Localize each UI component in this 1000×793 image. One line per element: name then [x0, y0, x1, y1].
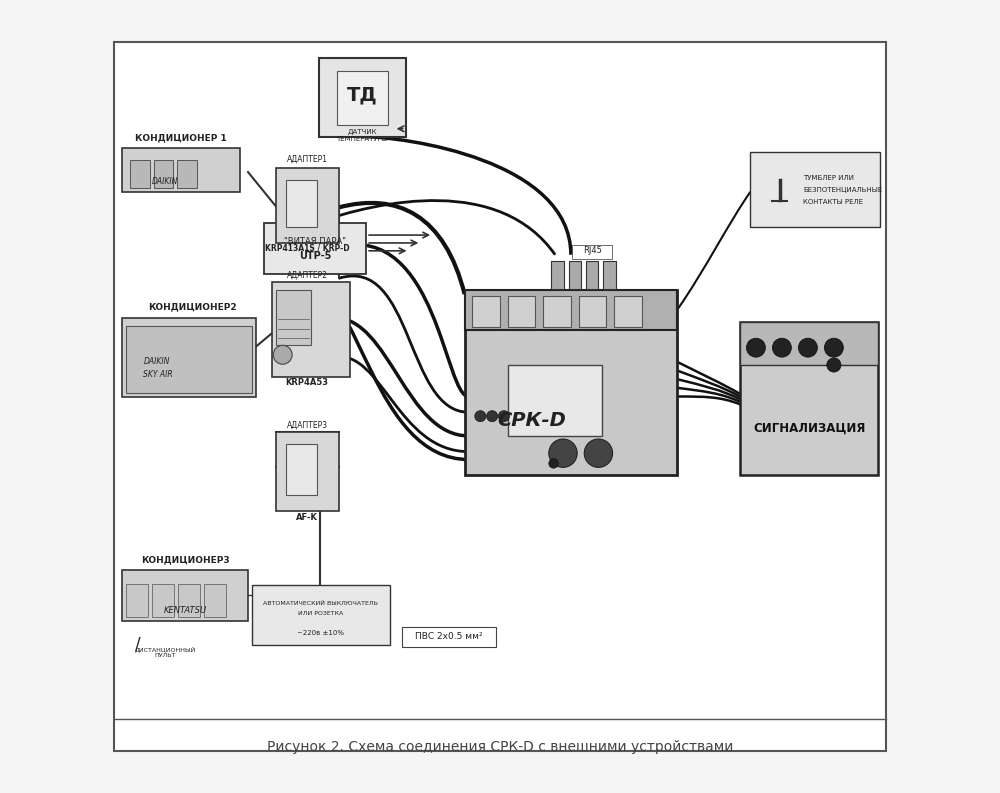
- Bar: [586, 261, 598, 289]
- Circle shape: [273, 345, 292, 364]
- Text: КОНТАКТЫ РЕЛЕ: КОНТАКТЫ РЕЛЕ: [803, 199, 863, 205]
- Bar: [286, 444, 317, 495]
- Bar: [572, 244, 612, 259]
- Text: АДАПТЕР2: АДАПТЕР2: [287, 271, 328, 280]
- Bar: [402, 627, 496, 647]
- Bar: [204, 584, 226, 617]
- Circle shape: [827, 358, 841, 372]
- Bar: [319, 58, 406, 136]
- Bar: [178, 584, 200, 617]
- Bar: [276, 290, 311, 345]
- Text: СИГНАЛИЗАЦИЯ: СИГНАЛИЗАЦИЯ: [753, 422, 865, 435]
- Bar: [122, 148, 240, 192]
- Bar: [465, 290, 677, 475]
- Bar: [579, 296, 606, 328]
- Bar: [603, 261, 616, 289]
- Bar: [551, 261, 564, 289]
- Text: ДИСТАНЦИОННЫЙ
ПУЛЬТ: ДИСТАНЦИОННЫЙ ПУЛЬТ: [135, 646, 196, 658]
- Bar: [543, 296, 571, 328]
- Text: БЕЗПОТЕНЦИАЛЬНЫЕ: БЕЗПОТЕНЦИАЛЬНЫЕ: [803, 187, 882, 193]
- Bar: [272, 282, 350, 377]
- Text: ПВС 2х0.5 мм²: ПВС 2х0.5 мм²: [415, 632, 483, 642]
- Text: ТД: ТД: [347, 86, 378, 105]
- Circle shape: [772, 339, 791, 357]
- Circle shape: [498, 411, 509, 422]
- Bar: [750, 152, 880, 228]
- Bar: [740, 322, 878, 365]
- Bar: [276, 168, 339, 243]
- Text: СРК-D: СРК-D: [497, 411, 566, 430]
- Text: KRP413A1S / KRP-D: KRP413A1S / KRP-D: [265, 243, 349, 253]
- Text: "ВИТАЯ ПАРА": "ВИТАЯ ПАРА": [284, 237, 346, 246]
- Text: КОНДИЦИОНЕР2: КОНДИЦИОНЕР2: [149, 302, 237, 312]
- Circle shape: [549, 439, 577, 467]
- Circle shape: [824, 339, 843, 357]
- Circle shape: [746, 339, 765, 357]
- Text: UTP-5: UTP-5: [299, 251, 331, 262]
- Bar: [508, 365, 602, 436]
- Bar: [276, 432, 339, 511]
- Bar: [465, 290, 677, 330]
- Bar: [508, 296, 535, 328]
- Text: DAIKIN: DAIKIN: [144, 357, 171, 366]
- Text: АДАПТЕР1: АДАПТЕР1: [287, 155, 328, 163]
- Circle shape: [584, 439, 613, 467]
- Text: АВТОМАТИЧЕСКИЙ ВЫКЛЮЧАТЕЛЬ: АВТОМАТИЧЕСКИЙ ВЫКЛЮЧАТЕЛЬ: [263, 601, 378, 606]
- Text: КОНДИЦИОНЕР3: КОНДИЦИОНЕР3: [141, 555, 229, 565]
- Bar: [130, 160, 150, 188]
- Text: Рисунок 2. Схема соединения СРК-D с внешними устройствами: Рисунок 2. Схема соединения СРК-D с внеш…: [267, 740, 733, 754]
- Text: ДАТЧИК
ТЕМПЕРАТУРЫ: ДАТЧИК ТЕМПЕРАТУРЫ: [336, 128, 388, 142]
- Text: КОНДИЦИОНЕР 1: КОНДИЦИОНЕР 1: [135, 133, 227, 142]
- Text: АДАПТЕР3: АДАПТЕР3: [287, 420, 328, 430]
- Bar: [177, 160, 197, 188]
- Bar: [614, 296, 642, 328]
- Text: ИЛИ РОЗЕТКА: ИЛИ РОЗЕТКА: [298, 611, 343, 616]
- Bar: [286, 180, 317, 228]
- Bar: [252, 585, 390, 645]
- Text: DAIKIN: DAIKIN: [152, 177, 179, 186]
- Bar: [569, 261, 581, 289]
- Bar: [264, 224, 366, 274]
- Bar: [154, 160, 173, 188]
- Circle shape: [549, 458, 558, 468]
- Text: ~220в ±10%: ~220в ±10%: [297, 630, 344, 636]
- Text: ТУМБЛЕР ИЛИ: ТУМБЛЕР ИЛИ: [803, 174, 854, 181]
- Text: SKY AIR: SKY AIR: [143, 370, 172, 379]
- Circle shape: [487, 411, 498, 422]
- Text: /: /: [135, 635, 141, 653]
- Text: AF-K: AF-K: [296, 513, 318, 522]
- Bar: [472, 296, 500, 328]
- Bar: [126, 584, 148, 617]
- Text: KENTATSU: KENTATSU: [163, 606, 207, 615]
- Text: RJ45: RJ45: [583, 247, 602, 255]
- Bar: [122, 569, 248, 621]
- Bar: [122, 318, 256, 396]
- Circle shape: [475, 411, 486, 422]
- Bar: [152, 584, 174, 617]
- Circle shape: [798, 339, 817, 357]
- Bar: [337, 71, 388, 125]
- Bar: [740, 322, 878, 475]
- Text: KRP4A53: KRP4A53: [286, 378, 329, 388]
- Bar: [126, 326, 252, 393]
